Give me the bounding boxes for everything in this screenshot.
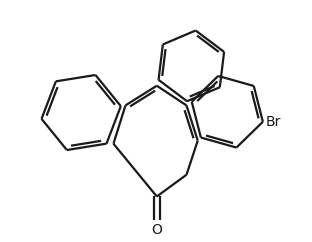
Text: O: O xyxy=(151,223,162,237)
Text: Br: Br xyxy=(266,115,281,129)
